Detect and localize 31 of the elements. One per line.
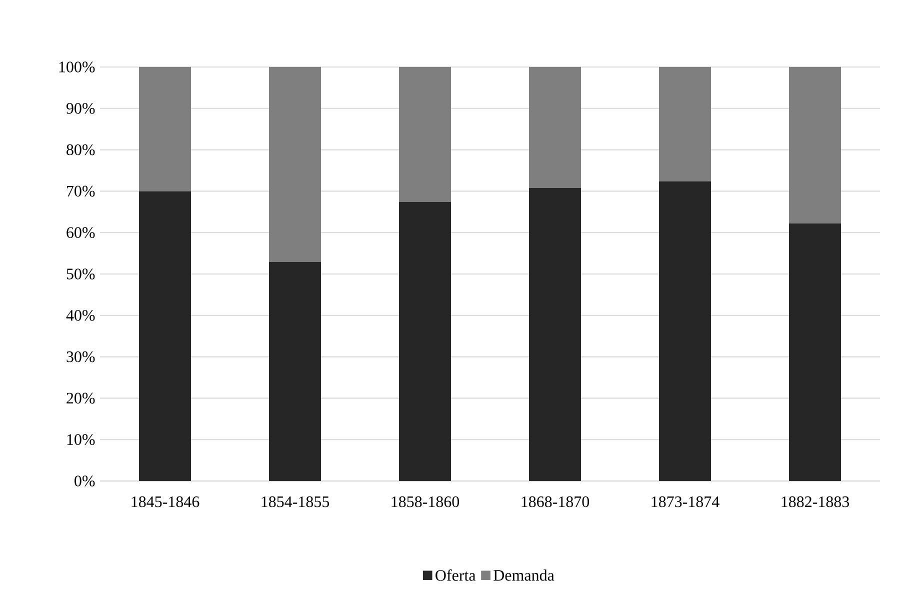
bar — [269, 262, 321, 481]
y-tick-label: 50% — [66, 268, 95, 280]
x-tick-label: 1845-1846 — [132, 496, 200, 508]
x-tick-label: 1882-1883 — [782, 496, 850, 508]
y-tick-label: 100% — [59, 62, 95, 72]
y-tick-label: 80% — [66, 144, 95, 156]
bar — [399, 202, 451, 481]
bar — [659, 181, 711, 481]
x-tick-label: 1854-1855 — [262, 496, 330, 508]
y-tick-label: 70% — [67, 186, 95, 197]
y-tick-label: 10% — [67, 434, 95, 446]
y-tick-label: 40% — [66, 310, 95, 321]
x-tick-label: 1868-1870 — [522, 496, 590, 508]
bar — [789, 223, 841, 481]
bar — [529, 188, 581, 481]
y-tick-label: 60% — [66, 227, 95, 238]
bar — [529, 67, 581, 188]
legend-label: Demanda — [494, 569, 554, 581]
bar — [139, 67, 191, 192]
y-tick-label: 30% — [66, 351, 95, 362]
legend-label: Oferta — [436, 569, 476, 581]
bar — [399, 67, 451, 202]
y-tick-label: 90% — [66, 102, 95, 114]
bar — [659, 67, 711, 182]
bar — [789, 67, 841, 224]
bar — [269, 67, 321, 262]
x-tick-label: 1873-1874 — [652, 496, 720, 508]
y-tick-label: 0% — [74, 476, 95, 486]
bar — [139, 191, 191, 481]
x-tick-label: 1858-1860 — [392, 496, 460, 508]
y-tick-label: 20% — [66, 392, 95, 404]
